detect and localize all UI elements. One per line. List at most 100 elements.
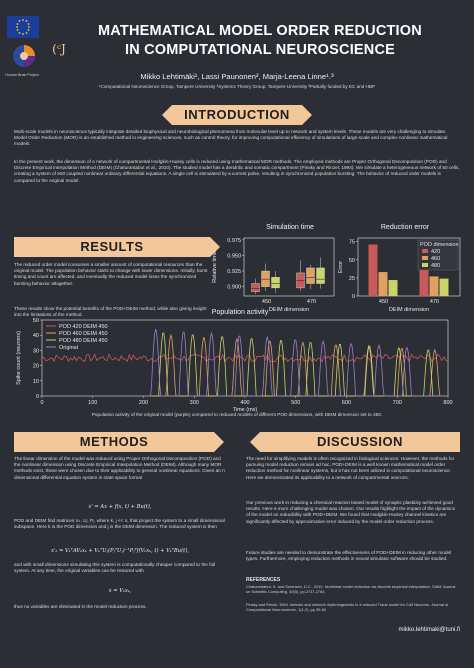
sim-y-tick-label: 0.925 <box>227 269 241 275</box>
results-paragraph-2: These results show the potential benefit… <box>14 306 207 318</box>
sim-y-tick-label: 0.950 <box>227 253 241 259</box>
hbp-logo-text: Human Brain Project <box>5 73 39 77</box>
sim-x-tick-label: 470 <box>307 299 316 305</box>
err-legend-label: 480 <box>431 263 440 269</box>
pop-x-tick-label: 300 <box>190 400 199 406</box>
results-heading: RESULTS <box>14 237 220 257</box>
population-activity-caption: Population activity of the original mode… <box>91 412 383 417</box>
err-legend-swatch <box>422 263 428 267</box>
err-legend-title: POD dimension <box>420 242 459 248</box>
err-bar <box>419 246 429 296</box>
chart-simulation-time: 0.900 0.925 0.950 0.975 450 470 DEIM dimension… <box>212 237 335 313</box>
introduction-paragraph-1: Multi-scale models in neuroscience typic… <box>14 129 448 147</box>
sim-box <box>261 270 270 287</box>
methods-paragraph-2: POD and DEIM find matrices Vₖ, Uⱼ, Pⱼ, w… <box>14 518 225 530</box>
equation-reduced-system: x'ₖ = VₖᵀAVₖxₖ + VₖᵀUⱼ(PⱼᵀUⱼ)⁻¹Pⱼᵀf(Vₖxₖ… <box>51 548 189 554</box>
discussion-paragraph-1: The need for simplifying models is often… <box>246 456 455 480</box>
err-y-tick-label: 50 <box>349 258 355 264</box>
err-y-tick-label: 75 <box>349 240 355 246</box>
contact-email[interactable]: mikko.lehtimaki@tuni.fi <box>398 627 460 633</box>
err-legend-label: 460 <box>431 256 440 262</box>
methods-paragraph-3: and with small dimensions simulating thi… <box>14 562 216 574</box>
discussion-heading: DISCUSSION <box>250 432 460 452</box>
pop-y-tick-label: 50 <box>33 318 39 324</box>
pop-plot-frame <box>41 319 449 397</box>
err-y-tick-label: 25 <box>349 276 355 282</box>
err-x-tick-label: 470 <box>430 299 439 305</box>
err-bar <box>378 272 388 296</box>
logo-mark-text: (ᶜJ <box>52 42 66 56</box>
pop-y-axis-label: Spike count (neurons) <box>16 331 22 385</box>
err-y-tick-label: 0 <box>352 294 355 300</box>
sim-y-tick-label: 0.975 <box>227 238 241 244</box>
pop-y-tick-label: 30 <box>33 348 39 354</box>
sim-box <box>316 267 325 284</box>
sim-x-tick-label: 450 <box>262 299 271 305</box>
authors: Mikko Lehtimäki¹, Lassi Paunonen², Marja… <box>140 72 334 81</box>
pop-legend-label: POD 420 DEIM 450 <box>59 324 108 330</box>
chart-simulation-time-title: Simulation time <box>266 224 314 231</box>
hbp-logo: Human Brain Project <box>5 44 39 77</box>
pop-series-line <box>42 329 448 397</box>
pop-x-tick-label: 500 <box>291 400 300 406</box>
pop-y-tick-label: 0 <box>36 394 39 400</box>
sim-box <box>251 283 260 292</box>
results-paragraph-1: The reduced order model consumes a small… <box>14 262 208 286</box>
err-bar <box>429 276 439 296</box>
sim-y-axis-label: Relative time <box>212 251 218 283</box>
methods-paragraph-4: thus no variables are eliminated in the … <box>14 604 147 609</box>
err-legend-swatch <box>422 256 428 260</box>
err-y-axis-label: Error <box>338 261 344 273</box>
references-heading: REFERENCES <box>246 577 281 583</box>
pop-y-tick-label: 10 <box>33 379 39 385</box>
introduction-heading: INTRODUCTION <box>162 105 312 125</box>
discussion-paragraph-3: Future studies are needed to demonstrate… <box>246 550 452 562</box>
pop-series-line <box>41 353 449 363</box>
results-heading-text: RESULTS <box>80 239 144 254</box>
chart-population-activity: 0 100 200 300 400 500 600 700 800 0 10 20 30 40 50 Time… <box>16 318 453 412</box>
methods-heading-text: METHODS <box>79 434 149 449</box>
introduction-paragraph-2: In the present work, the dimension of a … <box>14 159 460 183</box>
chart-population-activity-title: Population activity <box>211 309 269 316</box>
pop-legend-label: POD 480 DEIM 450 <box>59 338 108 344</box>
pop-x-tick-label: 600 <box>342 400 351 406</box>
err-legend-label: 420 <box>431 249 440 255</box>
eu-stars-icon <box>16 19 30 35</box>
err-bar <box>439 278 449 296</box>
chart-reduction-error-title: Reduction error <box>380 224 430 231</box>
pop-x-tick-label: 0 <box>40 400 43 406</box>
sim-y-tick-label: 0.900 <box>227 285 241 291</box>
reference-2: Pinsky and Rinzel, 1994. Intrinsic and n… <box>246 602 449 612</box>
title-line-1: MATHEMATICAL MODEL ORDER REDUCTION <box>98 23 422 39</box>
poster-title: MATHEMATICAL MODEL ORDER REDUCTION IN CO… <box>60 22 460 60</box>
err-x-tick-label: 450 <box>379 299 388 305</box>
sim-box <box>271 277 280 289</box>
center-logo-mark: (ᶜJ <box>48 38 70 60</box>
eu-flag-logo <box>7 16 39 38</box>
err-x-axis-label: DEIM dimension <box>389 307 429 313</box>
err-legend-swatch <box>422 249 428 253</box>
pop-x-tick-label: 400 <box>240 400 249 406</box>
pop-x-tick-label: 200 <box>139 400 148 406</box>
sim-x-axis-label: DEIM dimension <box>269 307 309 313</box>
hbp-emblem-icon <box>13 45 35 67</box>
pop-legend-label: POD 460 DEIM 450 <box>59 331 108 337</box>
pop-y-tick-label: 20 <box>33 364 39 370</box>
pop-x-axis-label: Time (ms) <box>233 407 258 412</box>
methods-heading: METHODS <box>14 432 224 452</box>
err-bar <box>388 280 398 296</box>
equation-full-system: x' = Ax + f(x, t) + Bu(t), <box>88 504 152 510</box>
pop-x-tick-label: 700 <box>393 400 402 406</box>
affiliations: ¹Computational Neuroscience Group, Tampe… <box>99 84 375 89</box>
equation-restore: x = Vₖxₖ, <box>108 588 132 594</box>
pop-legend-label: Original <box>59 345 78 351</box>
err-bar <box>368 244 378 296</box>
pop-x-tick-label: 800 <box>443 400 452 406</box>
methods-paragraph-1: The linear dimension of the model was re… <box>14 456 225 480</box>
sim-box <box>306 267 315 284</box>
pop-y-tick-label: 40 <box>33 333 39 339</box>
discussion-paragraph-2: Our previous work in reducing a chemical… <box>246 500 455 524</box>
introduction-heading-text: INTRODUCTION <box>184 107 290 122</box>
title-line-2: IN COMPUTATIONAL NEUROSCIENCE <box>124 42 396 58</box>
